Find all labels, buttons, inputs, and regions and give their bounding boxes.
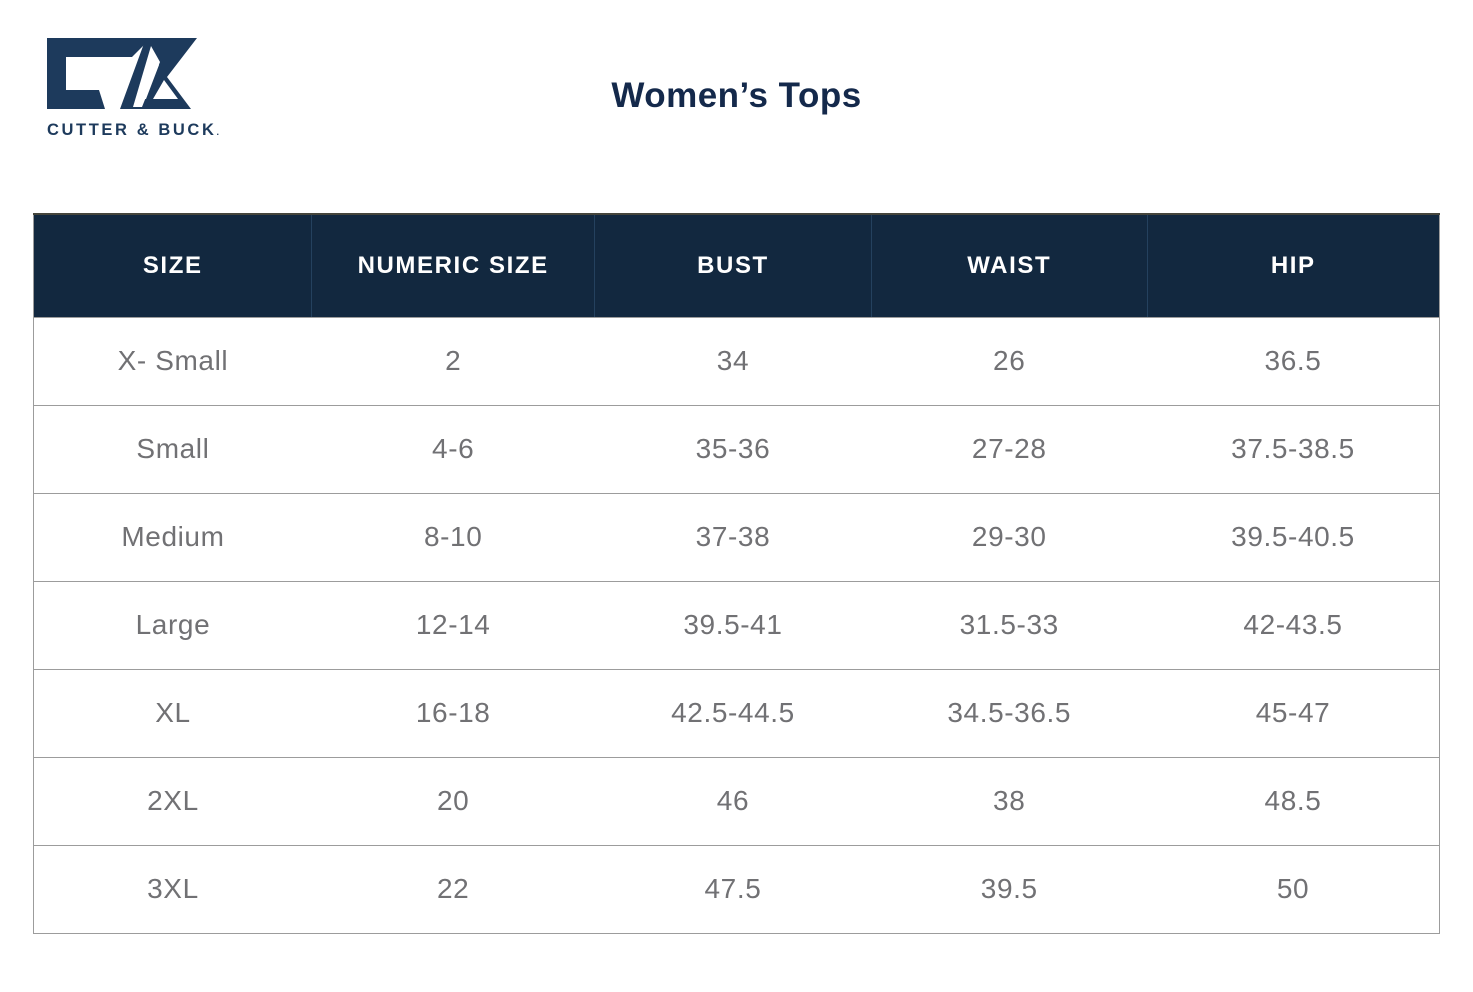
size-label-cell: X- Small	[33, 317, 312, 406]
measurement-cell: 16-18	[311, 669, 595, 758]
measurement-cell: 38	[871, 757, 1147, 846]
table-row: Large 12-14 39.5-41 31.5-33 42-43.5	[33, 581, 1440, 670]
measurement-cell: 46	[594, 757, 872, 846]
measurement-cell: 20	[311, 757, 595, 846]
page-title: Women’s Tops	[611, 76, 862, 115]
measurement-cell: 42-43.5	[1147, 581, 1440, 670]
table-row: 3XL 22 47.5 39.5 50	[33, 845, 1440, 934]
brand-wordmark: CUTTER & BUCK.	[47, 121, 237, 140]
size-table: SIZE NUMERIC SIZE BUST WAIST HIP X- Small 2 34…	[33, 213, 1440, 934]
size-label-cell: Medium	[33, 493, 312, 582]
measurement-cell: 35-36	[594, 405, 872, 494]
measurement-cell: 26	[871, 317, 1147, 406]
measurement-cell: 47.5	[594, 845, 872, 934]
table-row: XL 16-18 42.5-44.5 34.5-36.5 45-47	[33, 669, 1440, 758]
measurement-cell: 29-30	[871, 493, 1147, 582]
header-row: SIZE NUMERIC SIZE BUST WAIST HIP	[33, 214, 1440, 318]
brand-trailing-mark: .	[216, 127, 219, 137]
measurement-cell: 31.5-33	[871, 581, 1147, 670]
brand-name-text: CUTTER & BUCK	[47, 121, 217, 139]
measurement-cell: 4-6	[311, 405, 595, 494]
measurement-cell: 22	[311, 845, 595, 934]
size-table-body: X- Small 2 34 26 36.5 Small 4-6 35-36 27-28 37.5-…	[33, 317, 1440, 934]
column-header-size: SIZE	[33, 214, 312, 318]
size-label-cell: XL	[33, 669, 312, 758]
measurement-cell: 50	[1147, 845, 1440, 934]
table-row: Small 4-6 35-36 27-28 37.5-38.5	[33, 405, 1440, 494]
column-header-numeric-size: NUMERIC SIZE	[311, 214, 595, 318]
measurement-cell: 39.5	[871, 845, 1147, 934]
table-row: 2XL 20 46 38 48.5	[33, 757, 1440, 846]
size-label-cell: 3XL	[33, 845, 312, 934]
measurement-cell: 36.5	[1147, 317, 1440, 406]
measurement-cell: 39.5-40.5	[1147, 493, 1440, 582]
column-header-bust: BUST	[593, 214, 872, 318]
size-label-cell: Small	[33, 405, 312, 494]
cutter-buck-logo-icon	[47, 38, 237, 112]
measurement-cell: 34	[594, 317, 872, 406]
measurement-cell: 12-14	[311, 581, 595, 670]
measurement-cell: 37.5-38.5	[1147, 405, 1440, 494]
size-label-cell: Large	[33, 581, 312, 670]
column-header-hip: HIP	[1146, 214, 1440, 318]
measurement-cell: 2	[311, 317, 595, 406]
table-row: Medium 8-10 37-38 29-30 39.5-40.5	[33, 493, 1440, 582]
size-table-container: SIZE NUMERIC SIZE BUST WAIST HIP X- Small 2 34…	[33, 213, 1440, 934]
measurement-cell: 39.5-41	[594, 581, 872, 670]
measurement-cell: 45-47	[1147, 669, 1440, 758]
size-label-cell: 2XL	[33, 757, 312, 846]
column-header-waist: WAIST	[870, 214, 1147, 318]
measurement-cell: 34.5-36.5	[871, 669, 1147, 758]
measurement-cell: 48.5	[1147, 757, 1440, 846]
measurement-cell: 27-28	[871, 405, 1147, 494]
table-row: X- Small 2 34 26 36.5	[33, 317, 1440, 406]
measurement-cell: 8-10	[311, 493, 595, 582]
size-table-header: SIZE NUMERIC SIZE BUST WAIST HIP	[33, 214, 1440, 318]
measurement-cell: 37-38	[594, 493, 872, 582]
brand-block: CUTTER & BUCK.	[47, 38, 237, 140]
measurement-cell: 42.5-44.5	[594, 669, 872, 758]
